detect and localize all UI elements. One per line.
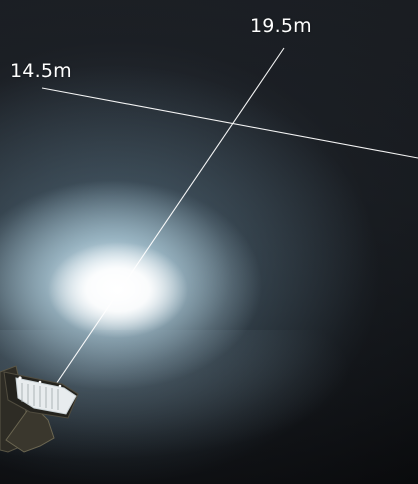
floodlight-icon <box>0 365 79 453</box>
throw-distance-line <box>51 47 285 391</box>
beam-width-label: 14.5m <box>10 60 72 82</box>
throw-distance-label: 19.5m <box>250 15 312 37</box>
beam-width-line <box>41 87 418 159</box>
